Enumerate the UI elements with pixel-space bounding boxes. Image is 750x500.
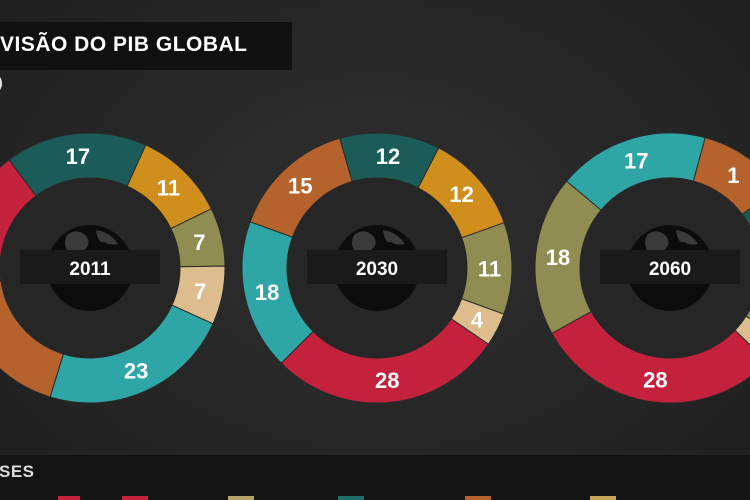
legend-swatch [338, 496, 364, 500]
segment-label: 28 [375, 368, 399, 393]
year-label: 2030 [356, 259, 398, 280]
legend-swatch [58, 496, 80, 500]
segment-label: 18 [255, 280, 279, 305]
segment-label: 15 [288, 174, 312, 199]
donut-segment [692, 137, 750, 216]
year-label: 2011 [69, 259, 111, 280]
segment-label: 17 [66, 144, 90, 169]
legend-swatch [465, 496, 491, 500]
year-plate [600, 250, 740, 284]
segment-label: 4 [471, 307, 484, 332]
legend-strip [0, 455, 750, 500]
year-label: 2060 [649, 259, 691, 280]
segment-label: 28 [643, 368, 667, 393]
legend-swatch [122, 496, 148, 500]
legend-swatches [58, 496, 616, 500]
segment-label: 23 [124, 359, 148, 384]
subtitle: ) [0, 74, 3, 90]
segment-label: 7 [194, 279, 206, 304]
legend-swatch [228, 496, 254, 500]
segment-label: 7 [193, 230, 205, 255]
donut-chart-2011: 17171177232011 [0, 132, 226, 404]
donut-chart-2030: 15 12 12 11 4 28 18 2030 [241, 132, 513, 404]
title-box [0, 22, 292, 70]
segment-label: 11 [478, 256, 501, 281]
legend-label: SES [0, 462, 35, 481]
segment-label: 1 [727, 163, 739, 188]
segment-label: 12 [449, 182, 473, 207]
segment-label: 17 [624, 149, 648, 174]
page-title: VISÃO DO PIB GLOBAL [0, 33, 248, 56]
year-plate [307, 250, 447, 284]
segment-label: 12 [376, 144, 400, 169]
segment-label: 11 [157, 175, 180, 200]
segment-label: 18 [546, 245, 570, 270]
donut-chart-2060: 1719328182060 [534, 132, 750, 404]
year-plate [20, 250, 160, 284]
legend-swatch [590, 496, 616, 500]
